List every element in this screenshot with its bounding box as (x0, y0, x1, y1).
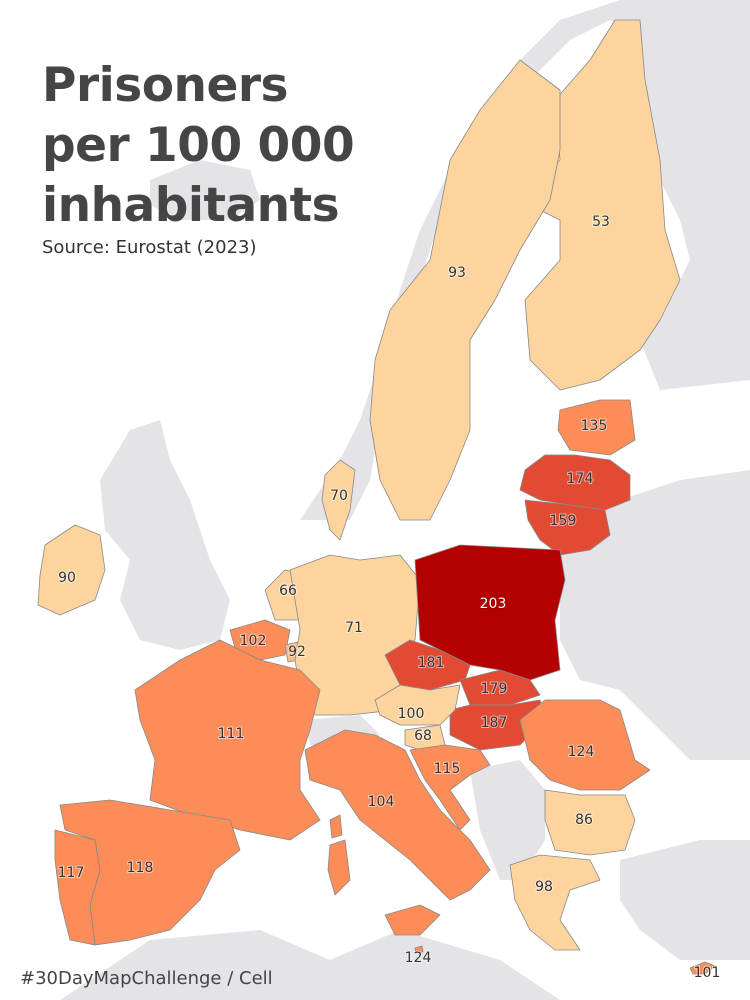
source-note: Source: Eurostat (2023) (42, 237, 257, 258)
region-portugal[interactable] (54, 829, 101, 946)
region-greece[interactable] (509, 854, 601, 951)
uk-land (100, 420, 230, 650)
value-label-luxembourg: 92 (288, 644, 306, 660)
value-label-ireland: 90 (58, 570, 76, 586)
region-estonia[interactable] (557, 399, 636, 456)
value-label-germany: 71 (345, 620, 363, 636)
region-croatia[interactable] (409, 744, 491, 831)
region-romania[interactable] (519, 699, 651, 791)
value-label-belgium: 102 (240, 633, 267, 649)
region-ireland[interactable] (37, 524, 106, 616)
region-france[interactable] (134, 639, 321, 841)
value-label-france: 111 (218, 726, 245, 742)
value-label-latvia: 174 (567, 471, 594, 487)
russia-land (640, 0, 750, 390)
region-cyprus[interactable] (689, 961, 716, 975)
region-italy[interactable] (304, 729, 491, 901)
value-label-greece: 98 (535, 879, 553, 895)
value-label-hungary: 187 (481, 715, 508, 731)
eu-countries (37, 19, 716, 975)
balkans-land (470, 760, 545, 880)
africa-land (60, 930, 560, 1000)
value-label-netherlands: 66 (279, 583, 297, 599)
value-label-czechia: 181 (418, 655, 445, 671)
iceland-land (150, 160, 260, 220)
value-label-sweden: 93 (448, 265, 466, 281)
region-bulgaria[interactable] (544, 789, 636, 856)
title-line-1: Prisoners (42, 58, 289, 113)
region-denmark[interactable] (321, 459, 356, 541)
value-label-malta: 124 (405, 950, 432, 966)
value-label-finland: 53 (592, 214, 610, 230)
map-title: Prisoners per 100 000 inhabitants (42, 56, 355, 236)
value-labels: 53 93 135 174 159 70 90 66 102 92 71 203 181 179 187 10… (57, 213, 722, 982)
background-land (60, 0, 750, 1000)
region-lithuania[interactable] (524, 499, 611, 556)
value-label-lithuania: 159 (550, 513, 577, 529)
value-label-spain: 118 (127, 860, 154, 876)
region-austria[interactable] (374, 684, 461, 726)
value-label-slovakia: 179 (481, 681, 508, 697)
value-label-cyprus: 101 (694, 965, 721, 981)
region-sicily[interactable] (384, 904, 441, 936)
region-corsica[interactable] (329, 814, 343, 839)
value-label-croatia: 115 (434, 761, 461, 777)
value-label-estonia: 135 (581, 418, 608, 434)
value-label-poland: 203 (480, 596, 507, 612)
value-label-austria: 100 (398, 706, 425, 722)
title-line-3: inhabitants (42, 178, 340, 233)
belarus-ukraine-land (560, 470, 750, 760)
turkey-land (620, 840, 750, 960)
value-label-slovenia: 68 (414, 728, 432, 744)
value-label-denmark: 70 (330, 488, 348, 504)
value-label-bulgaria: 86 (575, 812, 593, 828)
title-line-2: per 100 000 (42, 118, 355, 173)
region-sweden[interactable] (369, 59, 561, 521)
value-label-romania: 124 (568, 744, 595, 760)
value-label-portugal: 117 (58, 865, 85, 881)
region-sardinia[interactable] (327, 839, 351, 896)
value-label-italy: 104 (368, 794, 395, 810)
footer-credit: #30DayMapChallenge / Cell (20, 968, 273, 989)
region-malta[interactable] (414, 945, 424, 954)
region-latvia[interactable] (519, 454, 631, 511)
